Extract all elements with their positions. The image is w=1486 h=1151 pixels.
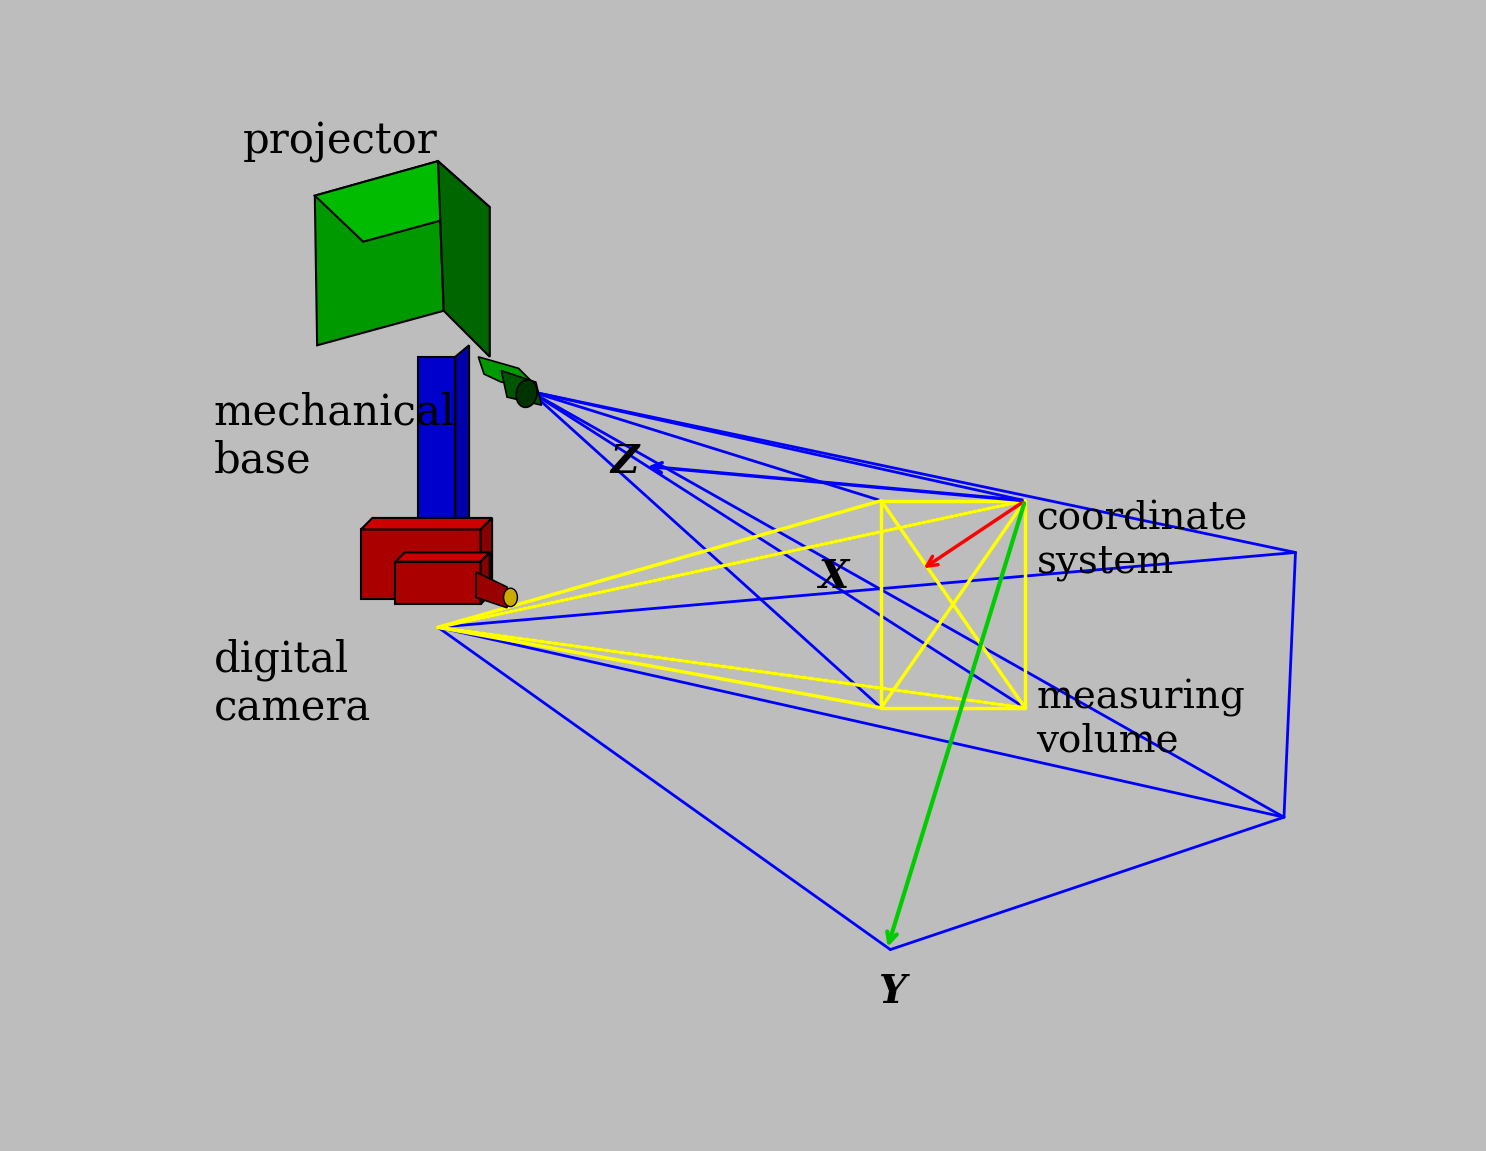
Polygon shape — [395, 562, 480, 604]
Ellipse shape — [504, 588, 517, 607]
Text: digital
camera: digital camera — [214, 639, 372, 730]
Polygon shape — [455, 345, 470, 541]
Polygon shape — [480, 552, 490, 604]
Text: Y: Y — [878, 973, 905, 1011]
Polygon shape — [478, 357, 536, 386]
Text: measuring
volume: measuring volume — [1037, 679, 1245, 760]
Polygon shape — [476, 572, 507, 608]
Polygon shape — [395, 552, 490, 562]
Text: projector: projector — [242, 121, 437, 162]
Polygon shape — [315, 161, 444, 345]
Text: coordinate
system: coordinate system — [1037, 501, 1248, 581]
Polygon shape — [438, 161, 490, 357]
Polygon shape — [419, 357, 455, 541]
Polygon shape — [361, 518, 492, 529]
Polygon shape — [315, 161, 490, 242]
Polygon shape — [501, 371, 541, 405]
Text: mechanical
base: mechanical base — [214, 391, 455, 482]
Text: Z: Z — [611, 443, 639, 481]
Text: X: X — [817, 558, 849, 596]
Polygon shape — [361, 529, 480, 599]
Ellipse shape — [516, 380, 536, 407]
Polygon shape — [480, 518, 492, 599]
